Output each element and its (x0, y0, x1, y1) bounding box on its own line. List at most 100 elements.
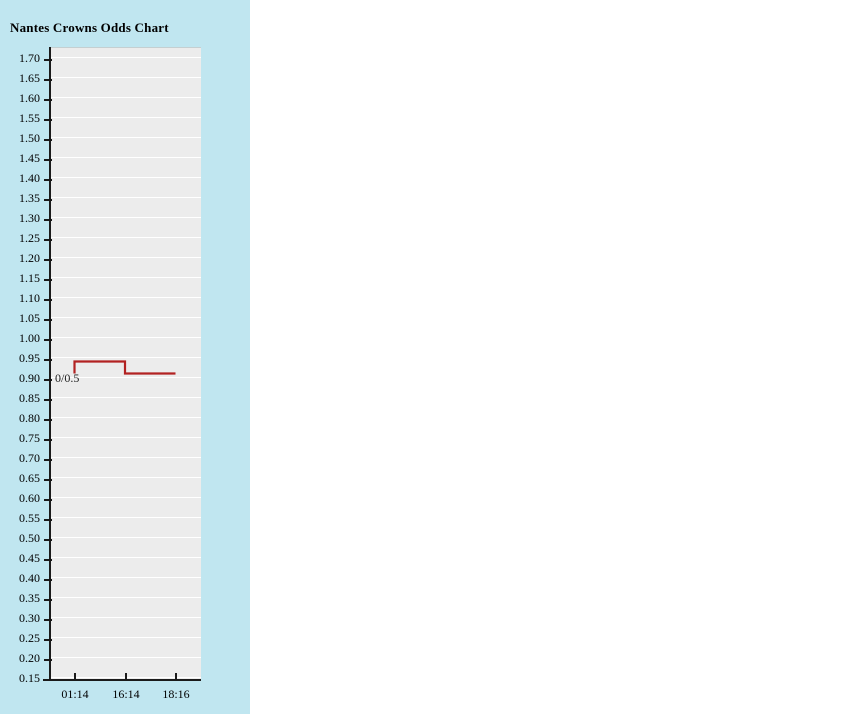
y-axis-label: 1.65 (19, 71, 40, 85)
gridline (51, 457, 201, 458)
gridline (51, 297, 201, 298)
gridline (51, 497, 201, 498)
gridline (51, 397, 201, 398)
y-axis-label: 1.35 (19, 191, 40, 205)
y-axis-tick (44, 459, 52, 461)
handicap-label: 0/0.5 (55, 371, 80, 385)
x-axis-line (43, 679, 201, 681)
y-axis-tick (44, 139, 52, 141)
y-axis-tick (44, 99, 52, 101)
gridline (51, 337, 201, 338)
y-axis-label: 1.55 (19, 111, 40, 125)
gridline (51, 557, 201, 558)
y-axis-label: 1.25 (19, 231, 40, 245)
y-axis-tick (44, 339, 52, 341)
y-axis-tick (44, 539, 52, 541)
gridline (51, 157, 201, 158)
gridline (51, 137, 201, 138)
y-axis-tick (44, 639, 52, 641)
gridline (51, 657, 201, 658)
y-axis-label: 0.60 (19, 491, 40, 505)
gridline (51, 417, 201, 418)
y-axis-tick (44, 179, 52, 181)
y-axis-tick (44, 119, 52, 121)
gridline (51, 357, 201, 358)
y-axis-tick (44, 479, 52, 481)
y-axis-label: 0.85 (19, 391, 40, 405)
y-axis-label: 1.30 (19, 211, 40, 225)
y-axis-tick (44, 519, 52, 521)
gridline (51, 117, 201, 118)
x-axis-label: 16:14 (112, 687, 140, 701)
y-axis-tick (44, 199, 52, 201)
gridline (51, 77, 201, 78)
gridline (51, 437, 201, 438)
y-axis-tick (44, 679, 52, 681)
y-axis-label: 1.45 (19, 151, 40, 165)
chart-title: Nantes Crowns Odds Chart (10, 20, 169, 35)
gridline (51, 277, 201, 278)
y-axis-label: 0.20 (19, 651, 40, 665)
y-axis-label: 1.10 (19, 291, 40, 305)
x-axis-tick (74, 673, 76, 679)
y-axis-label: 0.70 (19, 451, 40, 465)
x-axis-label: 01:14 (61, 687, 89, 701)
y-axis-tick (44, 659, 52, 661)
y-axis-tick (44, 319, 52, 321)
y-axis-tick (44, 259, 52, 261)
y-axis-label: 0.90 (19, 371, 40, 385)
gridline (51, 517, 201, 518)
y-axis-tick (44, 299, 52, 301)
y-axis-label: 0.55 (19, 511, 40, 525)
gridline (51, 537, 201, 538)
gridline (51, 217, 201, 218)
y-axis-tick (44, 399, 52, 401)
y-axis-label: 0.45 (19, 551, 40, 565)
gridline (51, 197, 201, 198)
y-axis-label: 1.60 (19, 91, 40, 105)
y-axis-label: 0.35 (19, 591, 40, 605)
y-axis-label: 1.05 (19, 311, 40, 325)
y-axis-label: 1.40 (19, 171, 40, 185)
y-axis-label: 0.95 (19, 351, 40, 365)
y-axis-label: 0.30 (19, 611, 40, 625)
y-axis-tick (44, 599, 52, 601)
y-axis-tick (44, 619, 52, 621)
gridline (51, 177, 201, 178)
gridline (51, 57, 201, 58)
y-axis-label: 0.80 (19, 411, 40, 425)
x-axis-tick (175, 673, 177, 679)
y-axis-tick (44, 439, 52, 441)
y-axis-line (49, 47, 51, 681)
y-axis-tick (44, 59, 52, 61)
gridline (51, 237, 201, 238)
gridline (51, 317, 201, 318)
y-axis-label: 0.50 (19, 531, 40, 545)
y-axis-tick (44, 239, 52, 241)
plot-area (51, 47, 201, 681)
y-axis-tick (44, 499, 52, 501)
y-axis-tick (44, 279, 52, 281)
y-axis-label: 1.50 (19, 131, 40, 145)
y-axis-label: 1.15 (19, 271, 40, 285)
gridline (51, 377, 201, 378)
y-axis-tick (44, 79, 52, 81)
y-axis-label: 0.65 (19, 471, 40, 485)
y-axis-tick (44, 559, 52, 561)
gridline (51, 597, 201, 598)
y-axis-tick (44, 159, 52, 161)
y-axis-tick (44, 379, 52, 381)
gridline (51, 577, 201, 578)
y-axis-tick (44, 359, 52, 361)
y-axis-label: 0.15 (19, 671, 40, 685)
gridline (51, 97, 201, 98)
y-axis-label: 1.20 (19, 251, 40, 265)
y-axis-label: 1.00 (19, 331, 40, 345)
x-axis-tick (125, 673, 127, 679)
y-axis-label: 0.75 (19, 431, 40, 445)
y-axis-tick (44, 219, 52, 221)
y-axis-label: 1.70 (19, 51, 40, 65)
y-axis-tick (44, 419, 52, 421)
odds-chart-panel: Nantes Crowns Odds Chart 1.70 1.65 1.60 1.5… (0, 0, 250, 714)
